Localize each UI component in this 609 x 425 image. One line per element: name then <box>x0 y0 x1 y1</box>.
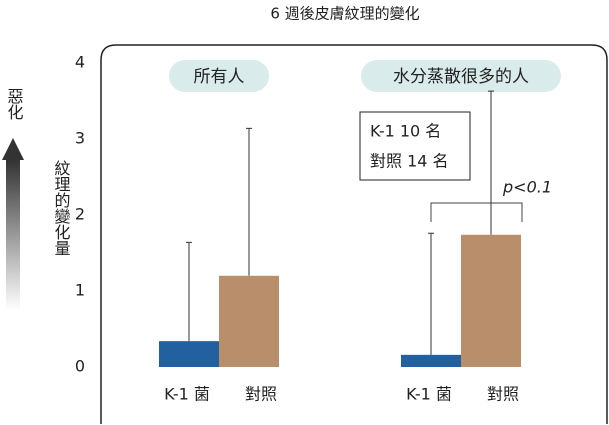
y-tick-label: 2 <box>75 205 85 224</box>
bar <box>219 275 279 367</box>
x-tick-label: 對照 <box>245 385 277 404</box>
y-tick-label: 0 <box>75 357 85 376</box>
bar <box>159 341 219 367</box>
x-tick-label: K-1 菌 <box>406 385 452 404</box>
panel-pill <box>169 60 269 92</box>
legend-text: 對照 14 名 <box>370 152 449 171</box>
annotation: p<0.1 <box>502 178 552 197</box>
y-tick-label: 1 <box>75 281 85 300</box>
significance-bracket <box>430 202 523 222</box>
category-label: 所有人 <box>194 67 245 87</box>
category-label: 水分蒸散很多的人 <box>393 67 529 87</box>
chart-title: 6 週後皮膚紋理的變化 <box>270 5 419 23</box>
frame <box>100 44 608 424</box>
worse-arrow <box>6 160 20 310</box>
side-label: 惡化 <box>5 88 24 120</box>
x-tick-label: 對照 <box>487 385 519 404</box>
arrow-head <box>2 138 24 160</box>
x-tick-label: K-1 菌 <box>164 385 210 404</box>
legend-box <box>359 111 471 181</box>
bar <box>461 234 521 367</box>
legend-text: K-1 10 名 <box>370 122 441 141</box>
y-axis-label: 紋理的變化量 <box>52 160 71 256</box>
bar <box>401 354 461 367</box>
panel-pill <box>361 60 561 92</box>
y-tick-label: 3 <box>75 129 85 148</box>
y-tick-label: 4 <box>75 53 85 72</box>
